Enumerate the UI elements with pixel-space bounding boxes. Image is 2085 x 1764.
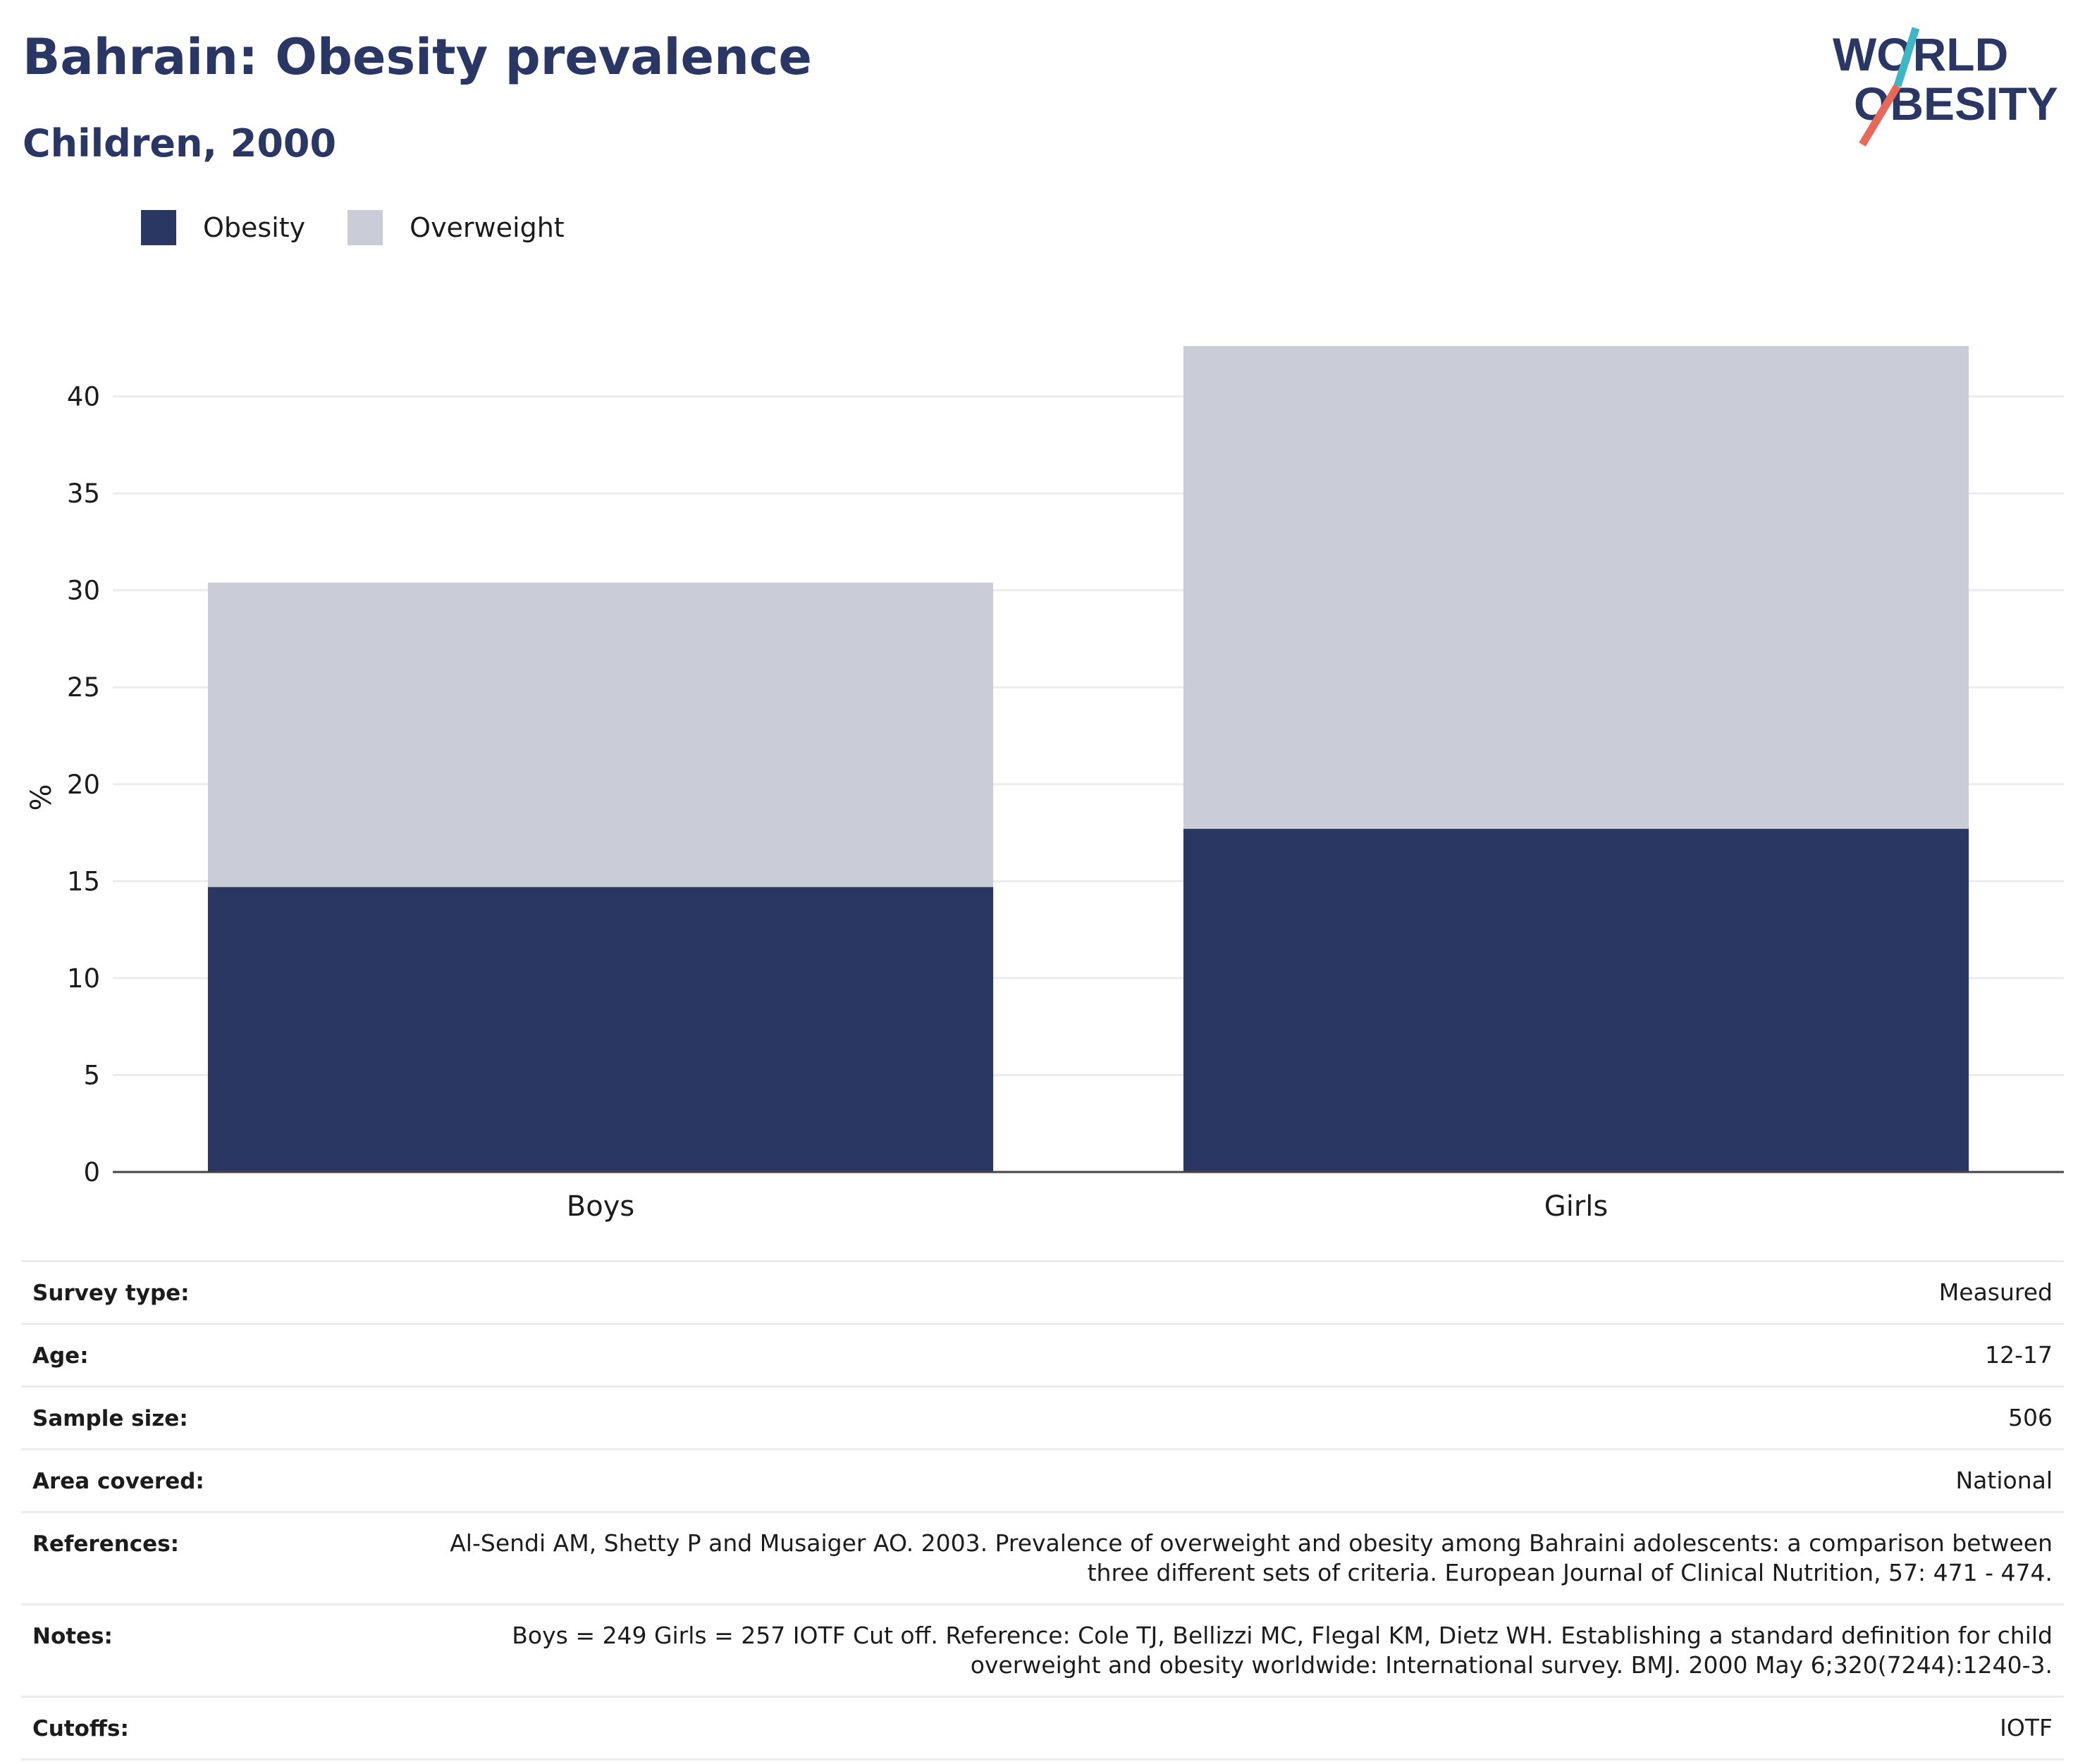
detail-label: Survey type: [32, 1281, 190, 1306]
detail-label: Age: [32, 1343, 89, 1369]
y-tick-label: 40 [67, 382, 100, 412]
y-tick-label: 30 [67, 576, 100, 606]
legend-item-overweight: Overweight [348, 210, 565, 245]
detail-value: National [1955, 1467, 2053, 1494]
y-tick-label: 15 [67, 866, 100, 896]
detail-row-sample-size: Sample size: 506 [21, 1386, 2064, 1448]
chart-title: Bahrain: Obesity prevalence [23, 28, 812, 86]
y-axis-label: % [25, 784, 58, 810]
legend-label-obesity: Obesity [203, 212, 306, 243]
detail-row-references: References: Al-Sendi AM, Shetty P and Mu… [21, 1511, 2064, 1603]
detail-label: Notes: [32, 1624, 113, 1649]
y-tick-label: 20 [67, 770, 100, 800]
detail-row-area-covered: Area covered: National [21, 1448, 2064, 1511]
stacked-bar-chart: 0 5 10 15 20 25 30 35 40% Boys Girls [25, 346, 2064, 1223]
x-tick-label: Girls [1544, 1190, 1609, 1223]
chart-subtitle: Children, 2000 [23, 121, 337, 166]
detail-value: Boys = 249 Girls = 257 IOTF Cut off. Ref… [512, 1622, 2053, 1679]
legend-label-overweight: Overweight [410, 212, 565, 243]
detail-value: 506 [2008, 1404, 2053, 1431]
detail-value: Measured [1938, 1278, 2053, 1306]
detail-value: Al-Sendi AM, Shetty P and Musaiger AO. 2… [450, 1529, 2053, 1586]
detail-value: 12-17 [1985, 1341, 2053, 1369]
bar-overweight-girls [1183, 346, 1969, 829]
detail-label: Area covered: [32, 1469, 204, 1494]
detail-value: IOTF [2000, 1714, 2053, 1741]
x-tick-label: Boys [567, 1190, 634, 1223]
detail-label: Cutoffs: [32, 1716, 129, 1741]
chart-legend: Obesity Overweight [141, 210, 607, 245]
detail-row-notes: Notes: Boys = 249 Girls = 257 IOTF Cut o… [21, 1603, 2064, 1696]
detail-row-age: Age: 12-17 [21, 1323, 2064, 1386]
bar-overweight-boys [207, 582, 994, 887]
y-tick-label: 5 [83, 1060, 100, 1090]
detail-label: Sample size: [32, 1406, 188, 1431]
survey-details-table: Survey type: Measured Age: 12-17 Sample … [21, 1260, 2064, 1760]
bar-obesity-girls [1183, 829, 1969, 1172]
y-tick-label: 10 [67, 963, 100, 994]
detail-label: References: [32, 1531, 180, 1557]
bar-obesity-boys [207, 887, 994, 1172]
legend-swatch-obesity [141, 210, 176, 245]
svg-text:WORLD: WORLD [1833, 28, 2008, 80]
y-tick-label: 0 [83, 1157, 100, 1188]
legend-swatch-overweight [348, 210, 383, 245]
legend-item-obesity: Obesity [141, 210, 305, 245]
world-obesity-logo: WORLD OBESITY [1833, 27, 2058, 147]
y-tick-label: 25 [67, 672, 100, 703]
detail-row-survey-type: Survey type: Measured [21, 1260, 2064, 1323]
y-tick-label: 35 [67, 479, 100, 509]
detail-row-cutoffs: Cutoffs: IOTF [21, 1696, 2064, 1760]
